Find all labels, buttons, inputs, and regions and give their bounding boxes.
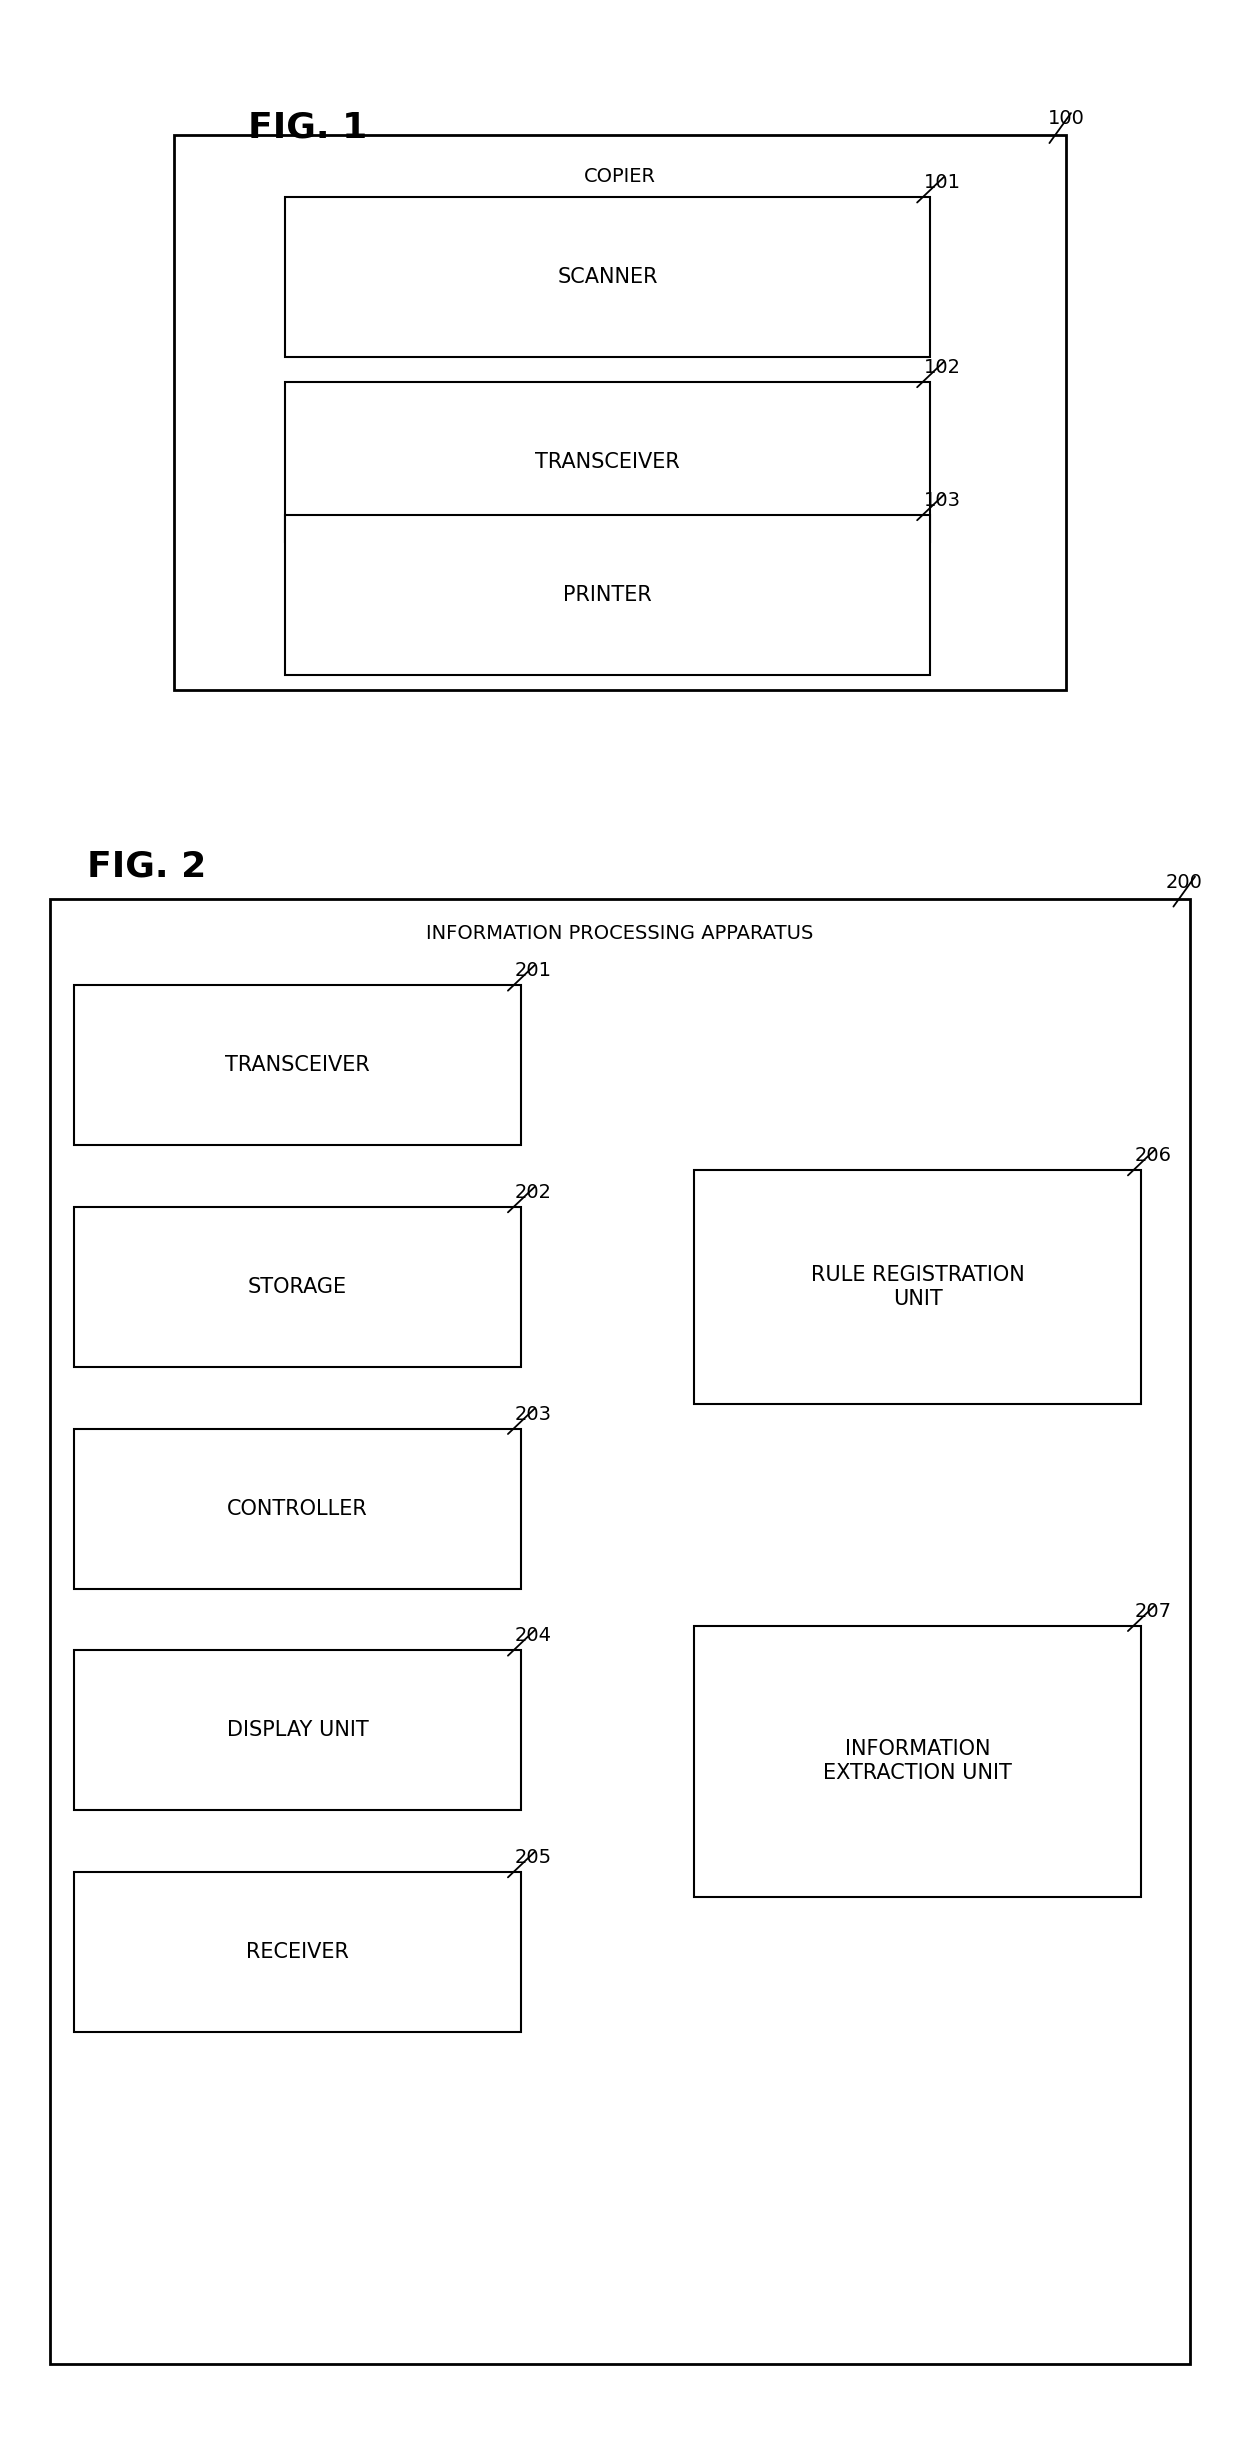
Bar	[74, 1207, 521, 1367]
Bar	[285, 197, 930, 357]
Bar	[285, 382, 930, 542]
Text: RECEIVER: RECEIVER	[247, 1941, 348, 1963]
Text: RULE REGISTRATION
UNIT: RULE REGISTRATION UNIT	[811, 1266, 1024, 1308]
Bar	[74, 985, 521, 1145]
Text: 206: 206	[1135, 1145, 1172, 1165]
Bar	[694, 1170, 1141, 1404]
Text: CONTROLLER: CONTROLLER	[227, 1498, 368, 1520]
Text: TRANSCEIVER: TRANSCEIVER	[536, 451, 680, 473]
Text: 202: 202	[515, 1182, 552, 1202]
Bar	[74, 1650, 521, 1810]
Text: 102: 102	[924, 357, 961, 377]
Bar	[694, 1626, 1141, 1897]
Text: 207: 207	[1135, 1601, 1172, 1621]
Text: SCANNER: SCANNER	[557, 266, 658, 288]
Text: INFORMATION
EXTRACTION UNIT: INFORMATION EXTRACTION UNIT	[823, 1739, 1012, 1783]
Text: 200: 200	[1166, 872, 1203, 892]
Text: 101: 101	[924, 172, 961, 192]
Text: STORAGE: STORAGE	[248, 1276, 347, 1298]
Text: INFORMATION PROCESSING APPARATUS: INFORMATION PROCESSING APPARATUS	[427, 924, 813, 943]
Text: 201: 201	[515, 961, 552, 980]
Text: DISPLAY UNIT: DISPLAY UNIT	[227, 1719, 368, 1741]
Bar	[74, 1872, 521, 2032]
Text: 103: 103	[924, 490, 961, 510]
Bar	[74, 1429, 521, 1589]
Text: 205: 205	[515, 1847, 552, 1867]
Text: PRINTER: PRINTER	[563, 584, 652, 606]
Bar	[50, 899, 1190, 2364]
Text: TRANSCEIVER: TRANSCEIVER	[226, 1054, 370, 1076]
Text: 203: 203	[515, 1404, 552, 1424]
Text: FIG. 1: FIG. 1	[248, 111, 367, 145]
Text: COPIER: COPIER	[584, 167, 656, 187]
Text: FIG. 2: FIG. 2	[87, 850, 206, 884]
Bar	[174, 135, 1066, 690]
Text: 204: 204	[515, 1626, 552, 1645]
Bar	[285, 515, 930, 675]
Text: 100: 100	[1048, 108, 1085, 128]
